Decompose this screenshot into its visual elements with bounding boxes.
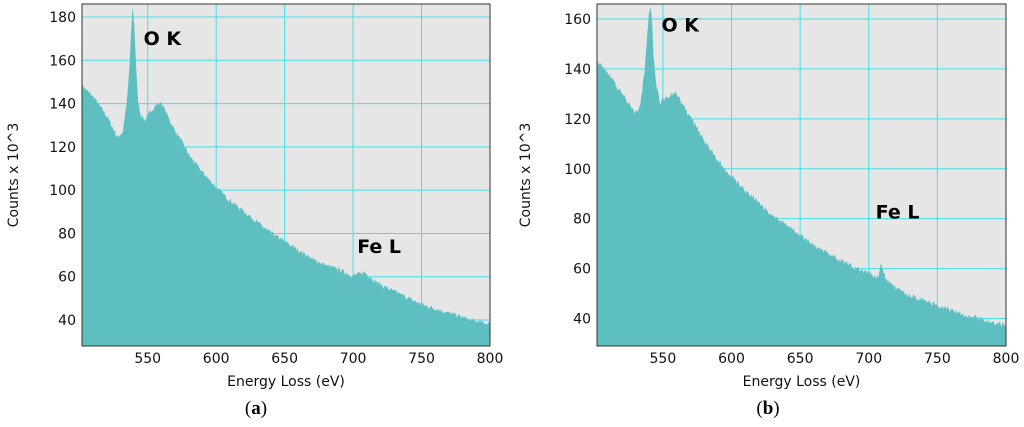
y-tick-label-b-6: 160	[564, 12, 591, 28]
spectrum-chart-a: 550 600 650 700 750 800 40 60 80 100 120 140 160 180 E…	[6, 3, 504, 390]
y-tick-label-a-0: 40	[58, 313, 76, 329]
x-tick-label-b-5: 800	[993, 351, 1020, 367]
x-tick-label-b-0: 550	[650, 351, 677, 367]
y-tick-label-b-3: 100	[564, 162, 591, 178]
panel-label-a: a	[251, 398, 261, 419]
x-tick-label-a-5: 800	[477, 351, 504, 367]
x-tick-label-a-0: 550	[134, 351, 161, 367]
y-tick-label-b-1: 60	[573, 262, 591, 278]
panel-label-b: b	[762, 398, 774, 419]
y-axis-label-b: Counts x 10^3	[518, 123, 534, 228]
x-tick-label-a-3: 700	[340, 351, 367, 367]
y-tick-label-a-6: 160	[49, 53, 76, 69]
x-tick-label-b-2: 650	[787, 351, 814, 367]
y-tick-label-a-7: 180	[49, 10, 76, 26]
plot-frame-a	[81, 3, 491, 347]
x-tick-label-b-1: 600	[718, 351, 745, 367]
spectrum-area-b	[596, 7, 1007, 347]
x-tick-label-a-4: 750	[408, 351, 435, 367]
annotation-b-0: O K	[662, 14, 701, 36]
chart-panel-a: 550 600 650 700 750 800 40 60 80 100 120 140 160 180 E…	[6, 3, 504, 419]
y-tick-label-a-5: 140	[49, 97, 76, 113]
y-tick-label-b-2: 80	[573, 212, 591, 228]
x-tick-label-a-1: 600	[203, 351, 230, 367]
y-tick-label-a-1: 60	[58, 270, 76, 286]
y-axis-label-a: Counts x 10^3	[6, 123, 22, 228]
annotation-b-1: Fe L	[876, 202, 920, 224]
x-tick-label-a-2: 650	[271, 351, 298, 367]
panel-caption-a: (a)	[244, 398, 268, 419]
spectrum-chart-b: 550 600 650 700 750 800 40 60 80 100 120 140 160 Ener…	[518, 3, 1020, 390]
y-tick-label-b-4: 120	[564, 112, 591, 128]
panel-caption-b: (b)	[756, 398, 780, 419]
y-tick-label-b-5: 140	[564, 62, 591, 78]
x-axis-label-b: Energy Loss (eV)	[743, 374, 861, 390]
annotation-a-0: O K	[144, 28, 183, 50]
x-axis-label-a: Energy Loss (eV)	[227, 374, 345, 390]
x-tick-label-b-3: 700	[855, 351, 882, 367]
x-tick-label-b-4: 750	[924, 351, 951, 367]
plot-frame-b	[596, 3, 1007, 347]
y-tick-label-b-0: 40	[573, 312, 591, 328]
y-tick-label-a-2: 80	[58, 226, 76, 242]
chart-panel-b: 550 600 650 700 750 800 40 60 80 100 120 140 160 Ener…	[512, 0, 1024, 427]
annotation-a-1: Fe L	[357, 236, 401, 258]
y-tick-label-a-3: 100	[49, 183, 76, 199]
spectrum-area-a	[81, 9, 491, 347]
y-tick-label-a-4: 120	[49, 140, 76, 156]
